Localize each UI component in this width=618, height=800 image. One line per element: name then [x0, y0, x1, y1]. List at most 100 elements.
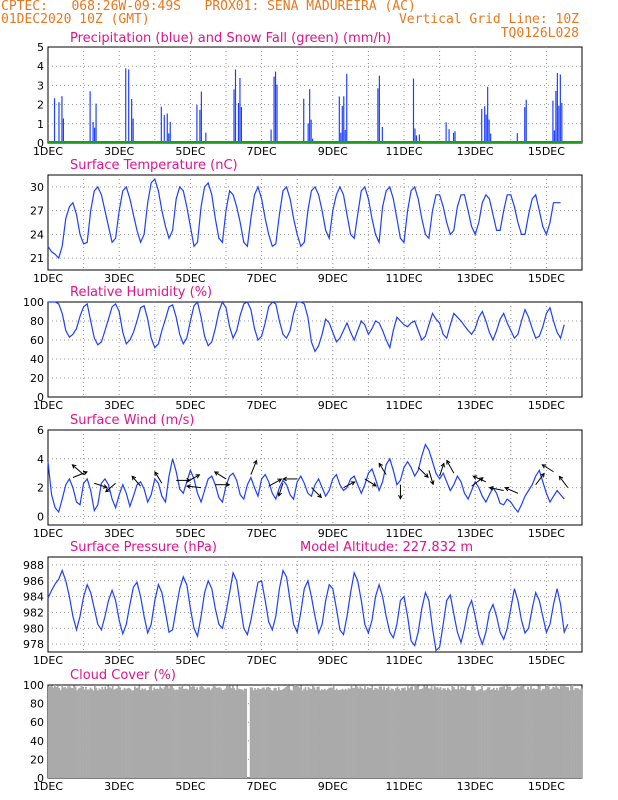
- series-line: [48, 300, 565, 353]
- cloud-bar: [144, 688, 147, 778]
- cloud-bar: [331, 687, 334, 778]
- y-tick-label: 24: [30, 228, 44, 241]
- cloud-bar: [297, 686, 299, 778]
- precip-bar: [196, 104, 198, 143]
- cloud-bar: [52, 687, 55, 778]
- cloud-bar: [525, 689, 528, 778]
- cloud-bar: [426, 685, 429, 778]
- precip-bar: [448, 129, 450, 143]
- cloud-bar: [392, 688, 394, 778]
- cloud-bar: [556, 687, 559, 778]
- cloud-bar: [239, 689, 242, 778]
- cloud-bar: [346, 690, 348, 778]
- cloud-bar: [317, 686, 320, 778]
- cloud-bar: [295, 685, 298, 778]
- precip-bar: [525, 99, 527, 143]
- cloud-bar: [320, 689, 323, 778]
- cloud-bar: [576, 688, 578, 778]
- precip-bar: [160, 106, 162, 143]
- cloud-bar: [429, 688, 431, 778]
- wind-arrow: [214, 471, 227, 480]
- cloud-bar: [470, 686, 473, 778]
- cloud-bar: [214, 686, 216, 778]
- y-tick-label: 40: [30, 735, 44, 748]
- cloud-bar: [228, 685, 231, 778]
- cloud-bar: [132, 690, 135, 778]
- x-tick-label: 9DEC: [318, 272, 348, 285]
- cloud-bar: [433, 686, 436, 778]
- cloud-bar: [487, 687, 489, 778]
- cloud-bar: [524, 689, 526, 778]
- wind-arrow-head: [131, 475, 137, 481]
- cloud-bar: [148, 686, 151, 778]
- y-tick-label: 1: [37, 118, 44, 131]
- cloud-bar: [559, 686, 562, 778]
- wind-arrow-head: [213, 471, 219, 476]
- cloud-bar: [580, 688, 583, 778]
- cloud-bar: [264, 689, 267, 778]
- cloud-bar: [500, 686, 503, 778]
- precip-bar: [516, 133, 518, 143]
- cloud-bar: [447, 687, 449, 778]
- cloud-bar: [406, 686, 409, 778]
- cloud-bar: [546, 685, 549, 778]
- x-tick-label: 9DEC: [318, 527, 348, 540]
- cloud-bar: [180, 687, 182, 778]
- header-grid-line: Vertical Grid Line: 10Z: [398, 12, 579, 27]
- cloud-bar: [371, 685, 374, 778]
- cloud-bar: [540, 690, 543, 778]
- precip-bar: [89, 91, 91, 143]
- precip-bar: [381, 126, 383, 143]
- cloud-bar: [50, 685, 53, 778]
- y-tick-label: 5: [37, 41, 44, 54]
- cloud-bar: [538, 685, 541, 778]
- cloud-bar: [310, 688, 313, 778]
- precip-bar: [559, 74, 561, 143]
- x-tick-label: 5DEC: [175, 527, 205, 540]
- cloud-bar: [328, 687, 331, 778]
- cloud-bar: [352, 688, 354, 778]
- precip-bar: [239, 77, 241, 143]
- wind-arrow: [154, 471, 163, 484]
- y-tick-label: 982: [23, 606, 44, 619]
- cloud-bar: [134, 686, 136, 778]
- header-station: CPTEC: 068:26W-09:49S PROX01: SENA MADUR…: [1, 0, 416, 14]
- cloud-bar: [188, 685, 191, 778]
- cloud-bar: [304, 687, 307, 778]
- cloud-bar: [142, 689, 145, 778]
- y-tick-label: 0: [37, 137, 44, 150]
- cloud-bar: [111, 685, 114, 778]
- cloud-bar: [263, 687, 265, 778]
- cloud-bar: [441, 690, 443, 778]
- cloud-bar: [48, 686, 50, 778]
- cloud-bar: [138, 685, 141, 778]
- cloud-bar: [196, 687, 199, 778]
- cloud-bar: [65, 688, 68, 778]
- y-tick-label: 100: [23, 296, 44, 309]
- x-tick-label: 13DEC: [457, 527, 494, 540]
- precip-bar: [445, 122, 447, 143]
- cloud-bar: [279, 690, 282, 778]
- cloud-bar: [365, 689, 368, 778]
- cloud-bar: [68, 686, 71, 778]
- cloud-bar: [550, 688, 553, 778]
- cloud-bar: [516, 686, 519, 778]
- precip-bar: [378, 75, 380, 143]
- cloud-bar: [306, 690, 308, 778]
- cloud-bar: [417, 685, 420, 778]
- cloud-bar: [401, 687, 403, 778]
- cloud-bar: [108, 687, 111, 778]
- cloud-bar: [377, 689, 380, 778]
- cloud-bar: [206, 687, 209, 778]
- cloud-bar: [506, 685, 509, 778]
- x-tick-label: 9DEC: [318, 145, 348, 158]
- wind-arrow-head: [504, 486, 510, 492]
- cloud-bar: [137, 687, 139, 778]
- cloud-bar: [83, 689, 86, 778]
- cloud-bar: [184, 688, 187, 778]
- cloud-bar: [519, 686, 522, 778]
- cloud-bar: [88, 689, 90, 778]
- x-tick-label: 7DEC: [247, 780, 277, 793]
- panel-5: [47, 684, 583, 779]
